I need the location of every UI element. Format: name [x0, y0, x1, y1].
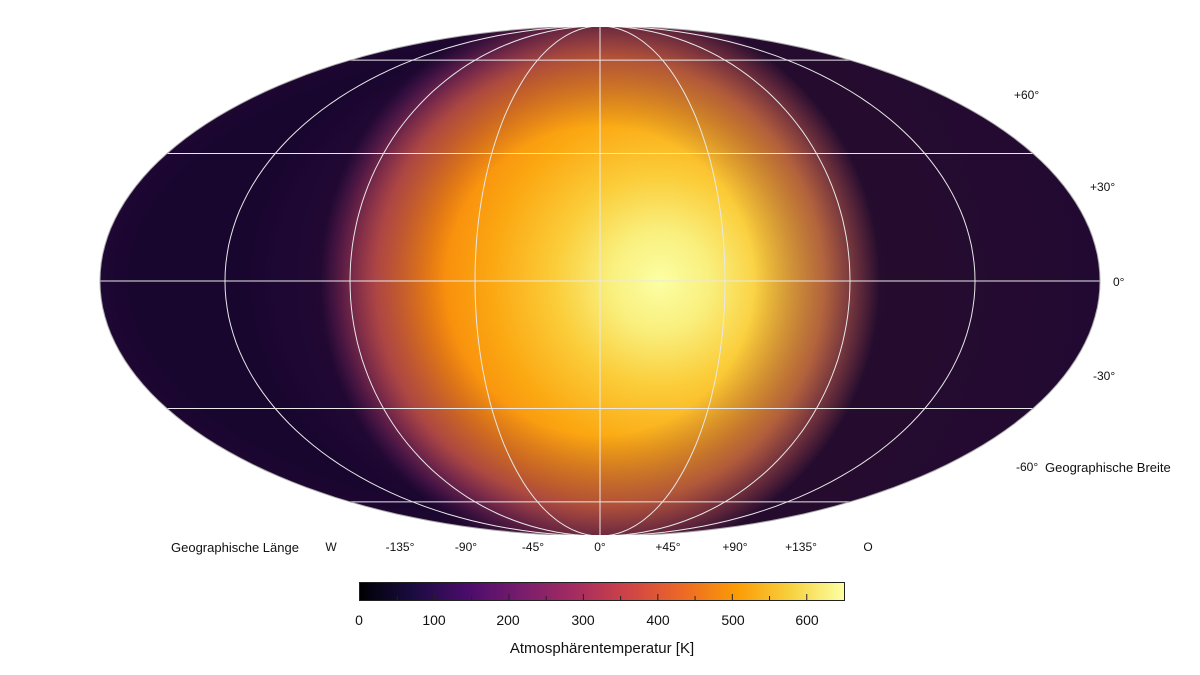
colorbar-ticks: [396, 594, 808, 600]
lon-label-minus-90: -90°: [454, 540, 478, 554]
colorbar-tick-400: 400: [646, 612, 670, 628]
map-outline: [99, 27, 1101, 535]
lat-label-minus-60: -60°: [1016, 460, 1039, 474]
map-surface: [100, 27, 1100, 535]
lat-axis-title: Geographische Breite: [1045, 460, 1171, 475]
lat-label-60: +60°: [1014, 88, 1040, 102]
lon-axis-title: Geographische Länge: [171, 540, 299, 555]
lat-label-0: 0°: [1113, 275, 1125, 289]
lat-label-30: +30°: [1090, 180, 1116, 194]
colorbar-tick-0: 0: [355, 612, 363, 628]
colorbar-tick-600: 600: [795, 612, 819, 628]
lon-label-east: O: [863, 540, 873, 554]
colorbar-tick-300: 300: [571, 612, 595, 628]
lon-label-90: +90°: [722, 540, 748, 554]
colorbar-tick-100: 100: [422, 612, 446, 628]
lon-label-135: +135°: [785, 540, 817, 554]
lat-label-minus-30: -30°: [1093, 369, 1116, 383]
colorbar-tick-200: 200: [496, 612, 520, 628]
colorbar-title: Atmosphärentemperatur [K]: [509, 640, 695, 657]
graticule: [100, 27, 1100, 535]
colorbar-tick-500: 500: [721, 612, 745, 628]
lon-label-west: W: [325, 540, 337, 554]
lon-label-minus-135: -135°: [385, 540, 415, 554]
lon-label-0: 0°: [594, 540, 606, 554]
lon-label-45: +45°: [655, 540, 681, 554]
colorbar: [359, 582, 845, 601]
lon-label-minus-45: -45°: [521, 540, 545, 554]
